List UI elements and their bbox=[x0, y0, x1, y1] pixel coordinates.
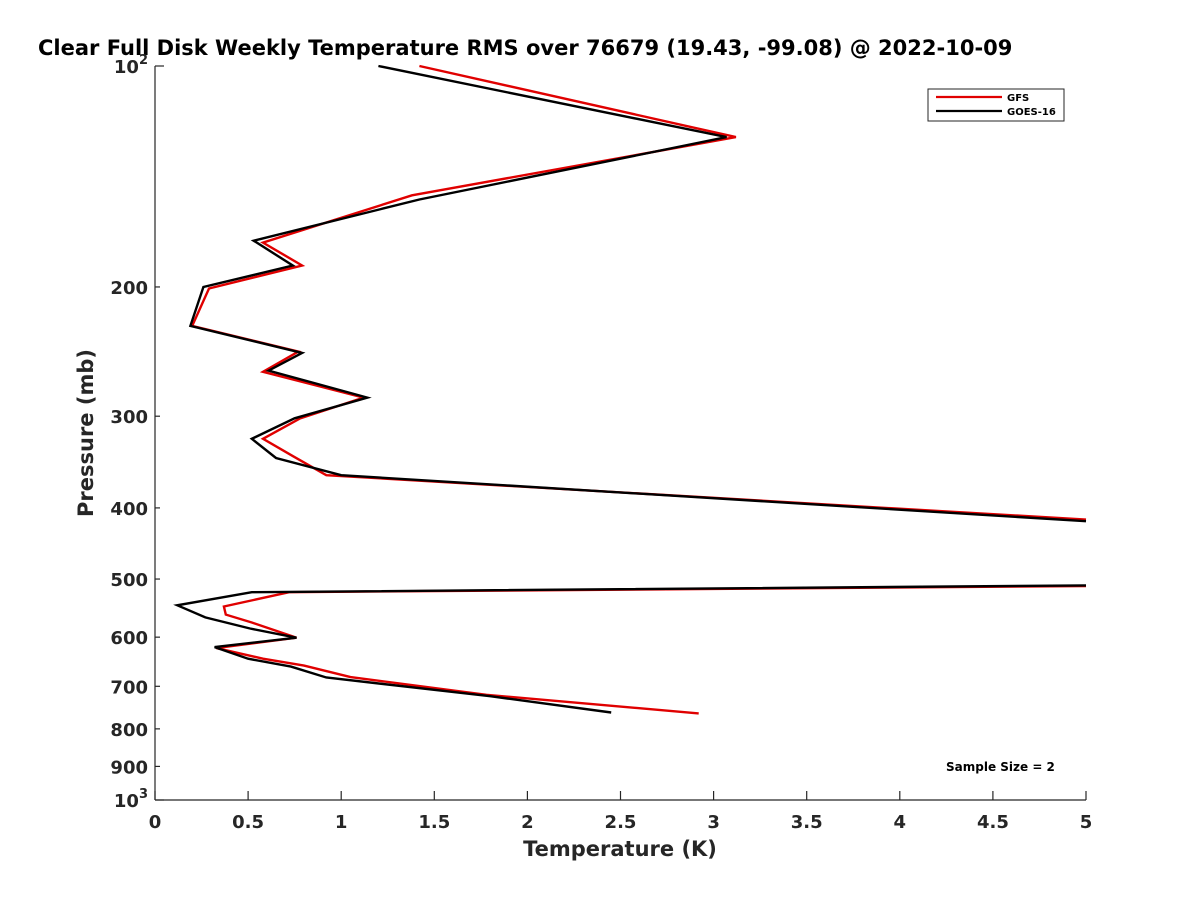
y-tick-label: 900 bbox=[110, 757, 148, 778]
x-tick-label: 4 bbox=[894, 812, 907, 833]
y-tick-label: 600 bbox=[110, 628, 148, 649]
x-tick-label: 5 bbox=[1080, 812, 1093, 833]
y-axis-label: Pressure (mb) bbox=[74, 349, 98, 517]
x-tick-label: 4.5 bbox=[977, 812, 1009, 833]
x-tick-label: 0 bbox=[149, 812, 162, 833]
x-tick-label: 1.5 bbox=[418, 812, 450, 833]
series-line-goes-16 bbox=[173, 64, 1087, 714]
x-tick-label: 3 bbox=[707, 812, 720, 833]
y-tick-label: 800 bbox=[110, 720, 148, 741]
legend-label-gfs: GFS bbox=[1007, 93, 1029, 104]
y-ticks: 102 200 300 400 500 600 700 800 900 103 bbox=[110, 53, 164, 812]
y-tick-label: 400 bbox=[110, 499, 148, 520]
y-tick-label: 103 bbox=[114, 787, 148, 812]
y-tick-label: 200 bbox=[110, 278, 148, 299]
y-tick-label: 300 bbox=[110, 407, 148, 428]
legend-box bbox=[927, 88, 1065, 122]
chart-title: Clear Full Disk Weekly Temperature RMS o… bbox=[38, 36, 1012, 60]
y-tick-label: 500 bbox=[110, 570, 148, 591]
x-ticks: 0 0.5 1 1.5 2 2.5 3 3.5 4 4.5 5 bbox=[149, 791, 1093, 833]
sample-size-annotation: Sample Size = 2 bbox=[946, 760, 1055, 774]
x-tick-label: 2.5 bbox=[605, 812, 637, 833]
y-tick-label: 102 bbox=[114, 53, 148, 78]
legend: GFS GOES-16 bbox=[927, 88, 1065, 122]
x-tick-label: 0.5 bbox=[232, 812, 264, 833]
x-tick-label: 2 bbox=[521, 812, 534, 833]
x-axis-label: Temperature (K) bbox=[523, 837, 717, 861]
x-tick-label: 3.5 bbox=[791, 812, 823, 833]
x-tick-label: 1 bbox=[335, 812, 348, 833]
legend-label-goes-16: GOES-16 bbox=[1007, 107, 1056, 118]
y-tick-label: 700 bbox=[110, 677, 148, 698]
series-layer bbox=[173, 64, 1087, 715]
